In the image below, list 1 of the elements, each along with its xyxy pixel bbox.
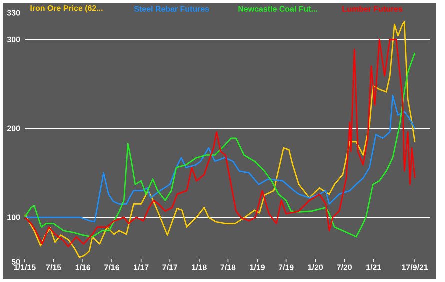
- line-series: [24, 95, 416, 223]
